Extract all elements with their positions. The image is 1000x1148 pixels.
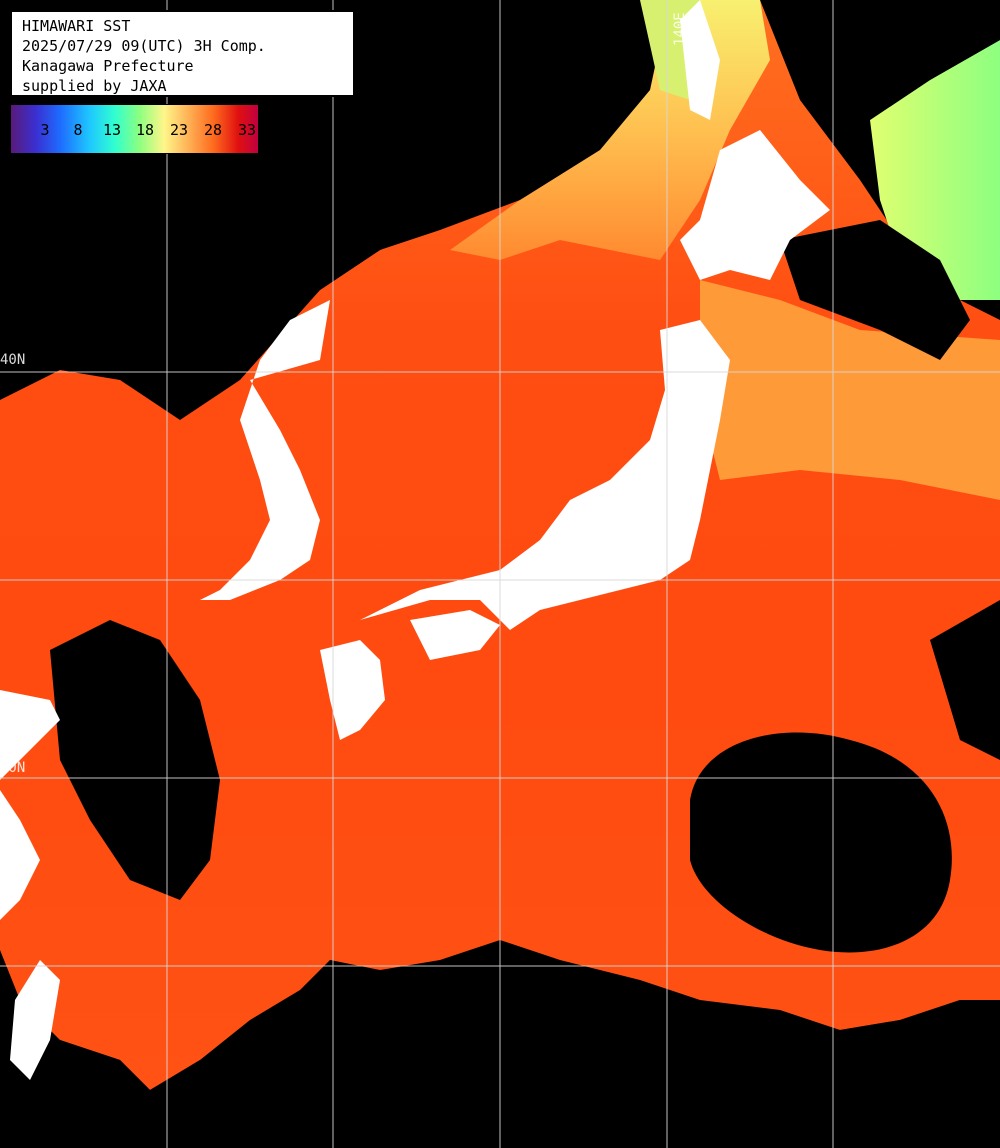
land-taiwan: [10, 960, 60, 1080]
cloud-southwest: [50, 620, 220, 900]
legend-label-13: 13: [102, 121, 122, 139]
info-title: HIMAWARI SST: [22, 17, 131, 35]
land-sakhalin: [680, 0, 720, 120]
lon-label-140e: 140E: [672, 12, 688, 46]
legend-label-3: 3: [40, 121, 50, 139]
lat-label-40n: 40N: [0, 352, 26, 368]
legend-label-18: 18: [135, 121, 155, 139]
info-date: 2025/07/29 09(UTC) 3H Comp.: [22, 37, 266, 55]
legend-label-8: 8: [73, 121, 83, 139]
land-honshu: [360, 320, 730, 630]
info-supplier: supplied by JAXA: [22, 77, 167, 95]
land-shikoku: [410, 610, 500, 660]
legend-label-33: 33: [237, 121, 257, 139]
land-korea: [200, 300, 330, 600]
land-hokkaido: [680, 130, 830, 280]
info-box: HIMAWARI SST 2025/07/29 09(UTC) 3H Comp.…: [10, 10, 355, 97]
color-legend: 3 8 13 18 23 28 33: [10, 104, 259, 154]
cloud-northeast: [780, 220, 970, 360]
info-region: Kanagawa Prefecture: [22, 57, 194, 75]
lat-label-30n: 30N: [0, 760, 26, 776]
cloud-east: [930, 600, 1000, 760]
legend-label-23: 23: [169, 121, 189, 139]
land-china: [0, 690, 60, 920]
legend-label-28: 28: [203, 121, 223, 139]
land-kyushu: [320, 640, 385, 740]
cloud-typhoon: [690, 732, 952, 953]
cloud-kamchatka: [760, 0, 1000, 120]
